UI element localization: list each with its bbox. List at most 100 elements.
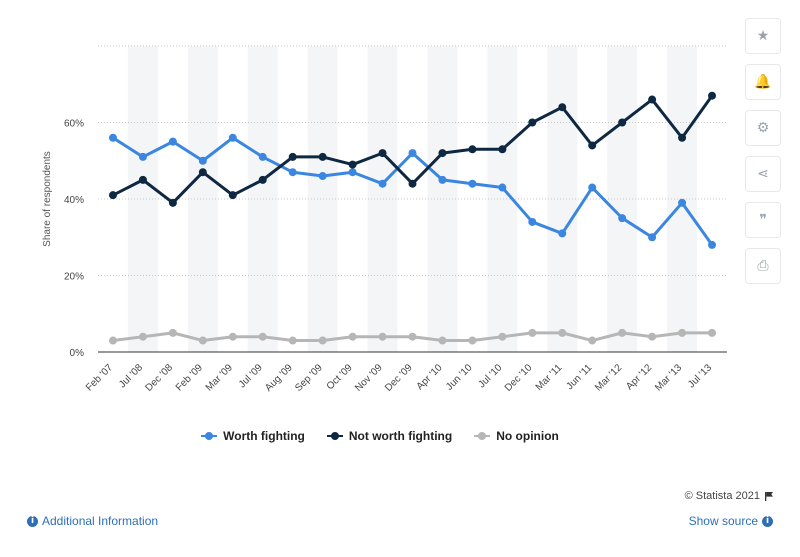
side-toolbar: ★ 🔔 ⚙ ⋖ ❞ ⎙: [745, 18, 781, 284]
data-point: [648, 95, 657, 104]
data-point: [678, 133, 687, 142]
legend-label: No opinion: [496, 429, 559, 443]
x-tick-label: Nov '09: [353, 362, 385, 394]
column-band: [127, 46, 158, 352]
x-tick-label: Dec '09: [383, 362, 415, 394]
data-point: [348, 160, 357, 169]
data-point: [408, 332, 417, 341]
data-point: [378, 179, 387, 188]
share-button[interactable]: ⋖: [745, 156, 781, 192]
show-source-link[interactable]: Show source i: [689, 514, 773, 528]
star-button[interactable]: ★: [745, 18, 781, 54]
data-point: [498, 183, 507, 192]
data-point: [228, 133, 237, 142]
additional-information-link[interactable]: i Additional Information: [27, 514, 158, 528]
data-point: [318, 336, 327, 345]
x-tick-label: Jul '08: [117, 362, 145, 390]
x-tick-label: Feb '09: [174, 362, 205, 393]
data-point: [618, 214, 627, 223]
column-band: [187, 46, 218, 352]
x-tick-label: Mar '13: [653, 362, 684, 393]
data-point: [558, 328, 567, 337]
data-point: [528, 118, 537, 127]
data-point: [588, 336, 597, 345]
data-point: [138, 152, 147, 161]
data-point: [348, 332, 357, 341]
legend-swatch: [474, 431, 491, 441]
data-point: [438, 175, 447, 184]
legend-swatch: [201, 431, 218, 441]
column-band: [367, 46, 398, 352]
share-icon: ⋖: [757, 166, 769, 182]
print-icon: ⎙: [757, 258, 769, 274]
data-point: [228, 332, 237, 341]
data-point: [408, 179, 417, 188]
x-tick-label: Feb '07: [84, 362, 115, 393]
data-point: [168, 198, 177, 207]
legend-label: Worth fighting: [223, 429, 305, 443]
data-point: [348, 168, 357, 177]
x-tick-label: Jul '09: [237, 362, 265, 390]
x-tick-label: Dec '08: [143, 362, 175, 394]
x-tick-label: Jun '10: [444, 362, 475, 393]
legend-swatch: [326, 431, 343, 441]
quote-button[interactable]: ❞: [745, 202, 781, 238]
data-point: [108, 191, 117, 200]
statista-credit[interactable]: © Statista 2021: [685, 490, 774, 502]
star-icon: ★: [756, 28, 770, 44]
data-point: [138, 332, 147, 341]
data-point: [528, 217, 537, 226]
legend-label: Not worth fighting: [348, 429, 453, 443]
data-point: [138, 175, 147, 184]
y-tick-label: 60%: [64, 119, 84, 130]
y-axis-title: Share of respondents: [42, 151, 53, 247]
data-point: [558, 229, 567, 238]
data-point: [618, 118, 627, 127]
data-point: [318, 172, 327, 181]
x-tick-label: Apr '10: [415, 362, 445, 392]
legend-item[interactable]: Not worth fighting: [326, 429, 453, 443]
data-point: [618, 328, 627, 337]
flag-icon[interactable]: [764, 491, 774, 501]
credit-text: © Statista 2021: [684, 490, 760, 502]
x-tick-label: Jul '10: [476, 362, 504, 390]
info-icon: i: [762, 515, 773, 527]
x-tick-label: Jun '11: [564, 362, 594, 392]
data-point: [378, 149, 387, 158]
legend-item[interactable]: No opinion: [474, 429, 559, 443]
data-point: [258, 332, 267, 341]
gear-icon: ⚙: [756, 120, 770, 136]
legend-item[interactable]: Worth fighting: [201, 429, 305, 443]
data-point: [108, 336, 117, 345]
data-point: [168, 137, 177, 146]
column-band: [247, 46, 278, 352]
data-point: [198, 156, 207, 165]
data-point: [558, 103, 567, 112]
data-point: [588, 141, 597, 150]
data-point: [288, 336, 297, 345]
show-source-label: Show source: [688, 514, 758, 528]
data-point: [258, 152, 267, 161]
data-point: [288, 152, 297, 161]
print-button[interactable]: ⎙: [745, 248, 781, 284]
data-point: [198, 168, 207, 177]
y-tick-label: 0%: [70, 348, 85, 359]
data-point: [708, 328, 717, 337]
chart-legend: Worth fighting Not worth fighting No opini…: [0, 429, 760, 443]
data-point: [648, 233, 657, 242]
gear-button[interactable]: ⚙: [745, 110, 781, 146]
data-point: [108, 133, 117, 142]
bell-button[interactable]: 🔔: [745, 64, 781, 100]
data-point: [438, 336, 447, 345]
data-point: [468, 179, 477, 188]
data-point: [498, 332, 507, 341]
x-tick-label: Mar '11: [534, 362, 565, 393]
x-tick-label: Mar '09: [204, 362, 235, 393]
column-band: [307, 46, 338, 352]
data-point: [498, 145, 507, 154]
data-point: [708, 91, 717, 100]
bell-icon: 🔔: [754, 74, 772, 90]
additional-information-label: Additional Information: [42, 514, 159, 528]
data-point: [708, 240, 717, 249]
